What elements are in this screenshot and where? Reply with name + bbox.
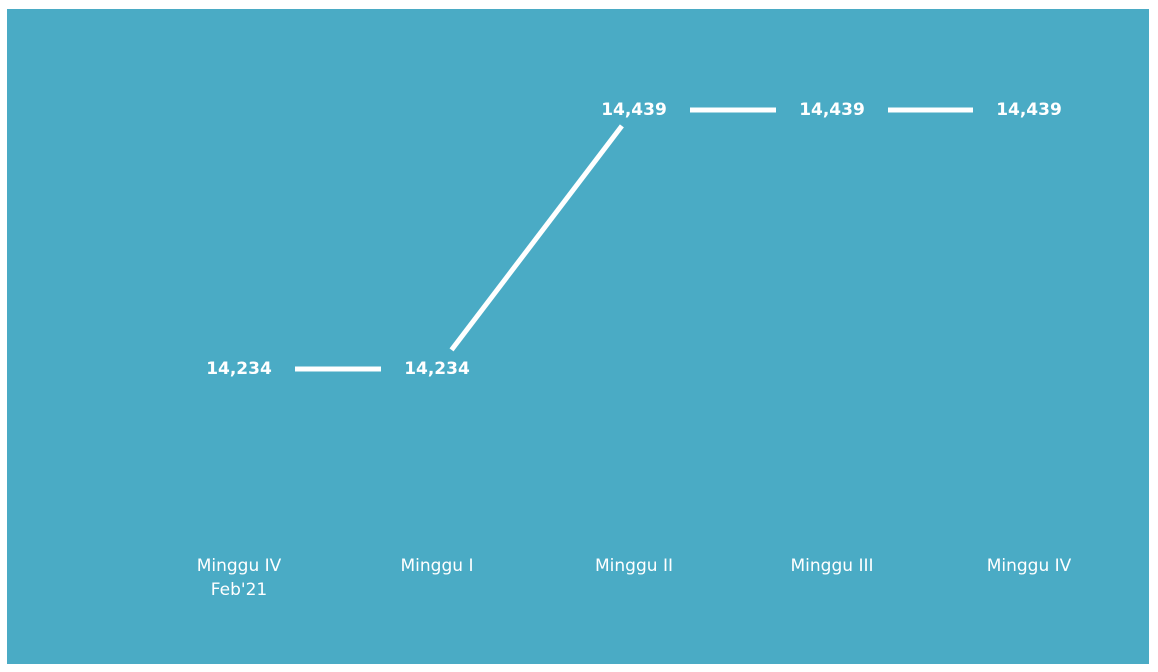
category-label-line: Feb'21 [210, 580, 268, 600]
category-label-line: Minggu II [595, 556, 673, 576]
category-label-line: Minggu III [790, 556, 874, 576]
category-label-0: Minggu IV Feb'21 [159, 554, 319, 602]
value-label-2: 14,439 [601, 100, 667, 120]
line-chart [238, 107, 1030, 529]
category-label-line: Minggu IV [196, 556, 282, 576]
chart-area: 14,234 14,234 14,439 14,439 14,439 Minggu IV F… [7, 9, 1149, 664]
value-label-0: 14,234 [206, 359, 272, 379]
value-label-3: 14,439 [799, 100, 865, 120]
category-label-2: Minggu II [554, 554, 714, 578]
category-label-line: Minggu I [400, 556, 474, 576]
value-label-1: 14,234 [404, 359, 470, 379]
category-label-1: Minggu I [357, 554, 517, 578]
category-label-4: Minggu IV [949, 554, 1109, 578]
category-label-3: Minggu III [752, 554, 912, 578]
series-segment-1 [449, 124, 624, 352]
category-label-line: Minggu IV [986, 556, 1072, 576]
value-label-4: 14,439 [996, 100, 1062, 120]
